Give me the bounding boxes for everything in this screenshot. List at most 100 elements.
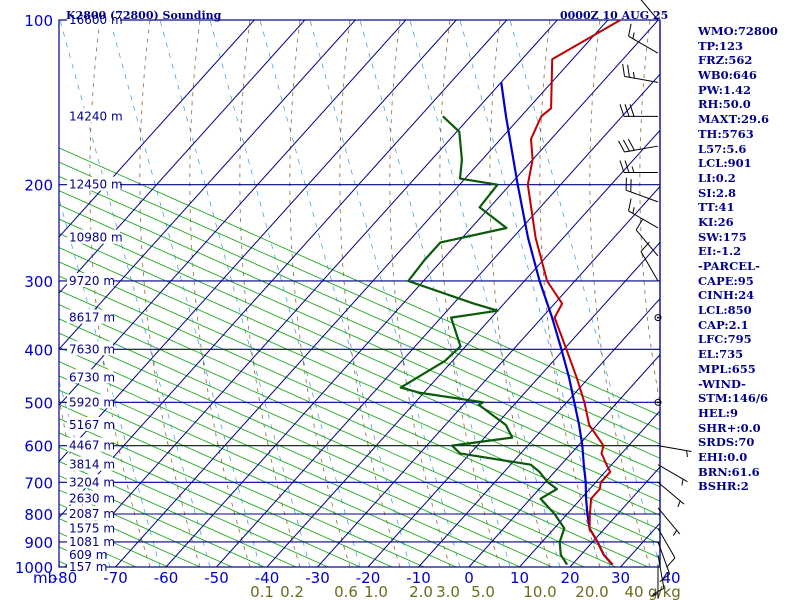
height-label-bg bbox=[67, 369, 113, 384]
stability-index-value: 5.6 bbox=[726, 141, 747, 156]
wind-barb-half-flag bbox=[651, 593, 659, 597]
dry-adiabat-line bbox=[59, 190, 660, 459]
height-label-bg bbox=[67, 520, 113, 535]
wind-barb-half-flag bbox=[672, 529, 678, 536]
stability-index-value: 795 bbox=[727, 332, 752, 347]
height-label: 2630 m bbox=[67, 490, 115, 506]
moist-adiabat-line bbox=[389, 20, 451, 567]
stability-index-item: EHI:0.0 bbox=[698, 450, 778, 465]
stability-index-item: L57:5.6 bbox=[698, 142, 778, 157]
wind-barb bbox=[651, 564, 659, 599]
stability-index-separator: : bbox=[727, 391, 732, 406]
isotherm-line bbox=[468, 354, 660, 567]
wind-barb bbox=[640, 0, 659, 21]
stability-index-value: 735 bbox=[719, 347, 744, 362]
calm-wind-circle bbox=[654, 314, 662, 322]
isotherm-line bbox=[519, 410, 660, 567]
stability-index-item: MPL:655 bbox=[698, 362, 778, 377]
stability-index-label: L57 bbox=[698, 141, 723, 156]
wind-barb-half-flag bbox=[681, 479, 684, 486]
height-label-bg bbox=[67, 533, 113, 548]
wind-barb-flag bbox=[629, 104, 635, 117]
stability-index-value: 72800 bbox=[737, 24, 778, 38]
height-label: 1575 m bbox=[67, 520, 115, 535]
wind-barb-flag bbox=[627, 64, 630, 78]
stability-index-value: -WIND- bbox=[698, 376, 746, 391]
temperature-tick-label: 30 bbox=[611, 569, 630, 587]
wind-barb-flag bbox=[622, 139, 630, 152]
height-label-text: 3204 m bbox=[69, 475, 115, 489]
moist-adiabat-line bbox=[289, 20, 351, 567]
stability-index-label: SI bbox=[698, 185, 712, 200]
stability-index-label: EL bbox=[698, 347, 715, 362]
stability-index-value: 175 bbox=[722, 229, 747, 244]
stability-index-value: -PARCEL- bbox=[698, 259, 760, 273]
wind-barb bbox=[657, 507, 681, 536]
wind-barb-flag bbox=[659, 573, 670, 583]
isotherm-line bbox=[115, 20, 609, 567]
dry-adiabat-line bbox=[59, 446, 329, 567]
height-label: 3814 m bbox=[67, 456, 115, 472]
wind-barb-shaft bbox=[640, 251, 659, 282]
wind-barb-shaft bbox=[625, 189, 659, 203]
stability-index-label: STM bbox=[698, 391, 728, 406]
stability-index-label: PW bbox=[698, 82, 719, 97]
wind-barb bbox=[622, 63, 659, 83]
stability-index-separator: : bbox=[718, 82, 724, 97]
stability-index-item: CINH:24 bbox=[698, 288, 778, 303]
stability-index-value: 2 bbox=[740, 479, 749, 494]
stability-index-label: KI bbox=[698, 214, 714, 229]
stability-index-item: KI:26 bbox=[698, 215, 778, 230]
mixing-ratio-label: 3.0 bbox=[436, 583, 460, 600]
stability-index-item: STM:146/6 bbox=[698, 391, 778, 406]
stability-index-separator: : bbox=[723, 449, 728, 464]
wind-barb bbox=[657, 481, 685, 507]
stability-index-label: WB0 bbox=[698, 68, 729, 83]
stability-index-label: EHI bbox=[698, 449, 724, 464]
stability-index-label: LCL bbox=[698, 303, 724, 318]
stability-index-label: MAXT bbox=[698, 112, 737, 127]
stability-index-label: RH bbox=[698, 97, 719, 112]
wind-barb-flag bbox=[618, 140, 625, 153]
stability-index-item: LCL:901 bbox=[698, 156, 778, 171]
stability-index-label: TT bbox=[698, 200, 715, 215]
isotherm-line bbox=[64, 20, 558, 567]
stability-index-separator: : bbox=[733, 24, 738, 38]
stability-index-separator: : bbox=[736, 112, 741, 127]
wind-barb-half-flag bbox=[686, 450, 688, 458]
mixing-ratio-label: 2.0 bbox=[409, 583, 433, 600]
isotherm-line bbox=[59, 20, 457, 463]
height-label-bg bbox=[67, 559, 106, 573]
temperature-tick-label: -80 bbox=[53, 569, 78, 587]
stability-index-value: 70 bbox=[738, 435, 755, 450]
stability-index-value: 0.2 bbox=[715, 170, 736, 185]
stability-index-item: EI:-1.2 bbox=[698, 244, 778, 259]
sounding-profiles bbox=[399, 20, 621, 566]
wind-barb bbox=[628, 198, 659, 229]
isotherm-line bbox=[59, 20, 407, 407]
stability-index-value: 95 bbox=[737, 273, 754, 288]
pressure-tick-label: 400 bbox=[24, 341, 53, 359]
stability-index-label: BRN bbox=[698, 464, 728, 479]
isotherm-line bbox=[317, 185, 660, 567]
temperature-tick-label: -50 bbox=[204, 569, 229, 587]
wind-barb-shaft bbox=[635, 229, 659, 257]
stability-indices-list: WMO:72800 TP:123 FRZ:562 WB0:646 PW:1.42 RH:5… bbox=[698, 24, 778, 494]
dry-adiabat-line bbox=[59, 418, 393, 567]
stability-index-label: CINH bbox=[698, 288, 734, 303]
height-label-text: 6730 m bbox=[69, 370, 115, 384]
stability-index-label: TP bbox=[698, 38, 715, 53]
wind-barb-flag bbox=[622, 63, 626, 77]
stability-index-value: 2.1 bbox=[728, 317, 749, 332]
dry-adiabat-line bbox=[59, 332, 585, 567]
dry-adiabat-line bbox=[59, 289, 660, 559]
moist-adiabat-line bbox=[589, 20, 651, 567]
moist-adiabat-line bbox=[489, 20, 551, 567]
wind-barb-flag bbox=[666, 557, 676, 568]
pressure-tick-label: 1000 bbox=[15, 559, 53, 577]
height-label-text: 2630 m bbox=[69, 492, 115, 506]
stability-index-label: SHR+ bbox=[698, 420, 737, 435]
height-label-bg bbox=[67, 546, 106, 561]
stability-index-label: CAPE bbox=[698, 273, 734, 288]
stability-index-item: LCL:850 bbox=[698, 303, 778, 318]
